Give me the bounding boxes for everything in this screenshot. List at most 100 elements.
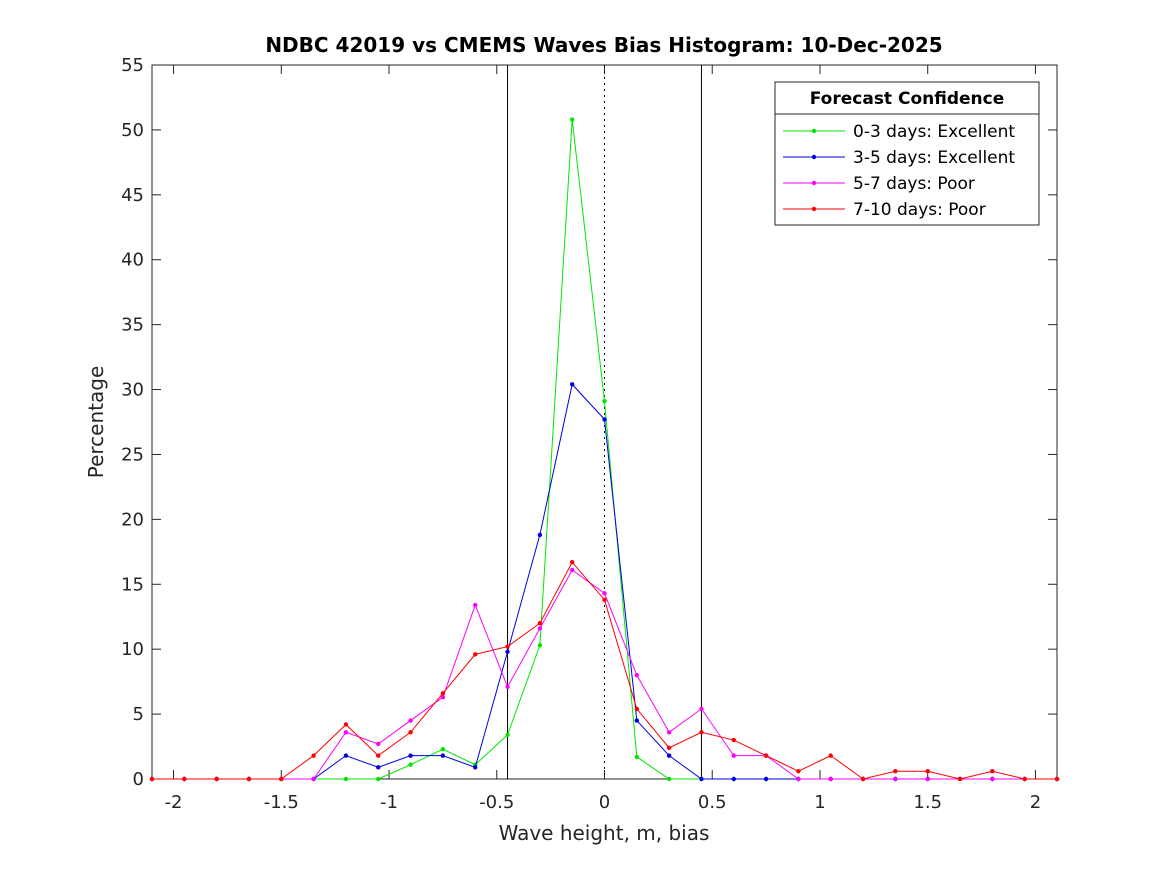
series-4-point — [408, 730, 413, 735]
series-2-point — [505, 649, 510, 654]
y-tick-label: 25 — [121, 444, 144, 465]
series-4-point — [699, 730, 704, 735]
series-4-point — [893, 769, 898, 774]
series-4-point — [860, 776, 866, 782]
series-4-point — [602, 597, 607, 603]
y-tick-label: 5 — [133, 704, 144, 725]
series-4-point — [343, 722, 349, 727]
series-4-point — [279, 776, 284, 782]
x-tick-label: 1 — [814, 792, 825, 813]
x-tick-label: 2 — [1030, 792, 1041, 813]
series-3-point — [408, 718, 413, 723]
series-4-point — [925, 769, 930, 774]
y-tick-label: 45 — [121, 185, 144, 206]
y-tick-label: 55 — [121, 55, 144, 76]
series-3-point — [796, 776, 801, 782]
series-2-point — [408, 753, 413, 758]
series-3-point — [473, 602, 478, 608]
legend-label-3: 5-7 days: Poor — [853, 174, 975, 194]
y-tick-label: 10 — [121, 639, 144, 660]
legend-marker-3 — [811, 180, 817, 186]
y-tick-label: 20 — [121, 509, 144, 530]
series-4-point — [376, 753, 381, 758]
legend-marker-1 — [811, 128, 817, 134]
series-4-point — [957, 776, 963, 782]
series-1-point — [569, 117, 575, 122]
legend-label-4: 7-10 days: Poor — [853, 200, 986, 220]
series-2-point — [666, 753, 672, 758]
series-4-point — [246, 776, 252, 782]
series-4-point — [990, 769, 995, 774]
legend-label-1: 0-3 days: Excellent — [853, 122, 1015, 142]
series-3-point — [569, 567, 575, 573]
x-tick-label: -1.5 — [264, 792, 299, 813]
chart-title: NDBC 42019 vs CMEMS Waves Bias Histogram… — [265, 33, 942, 57]
x-tick-label: -0.5 — [479, 792, 514, 813]
series-2-point — [376, 765, 381, 770]
series-3-point — [990, 776, 995, 782]
series-2-point — [343, 753, 349, 758]
series-3-point — [311, 776, 316, 782]
series-3-point — [666, 730, 672, 735]
series-2-point — [537, 532, 543, 538]
x-tick-label: 0.5 — [698, 792, 727, 813]
legend-box — [774, 81, 1040, 226]
series-1-point — [408, 762, 413, 767]
legend-entries: 0-3 days: Excellent 3-5 days: Excellent 5-… — [783, 122, 1015, 220]
legend-label-2: 3-5 days: Excellent — [853, 148, 1015, 168]
legend-title: Forecast Confidence — [810, 89, 1005, 109]
series-4-point — [182, 776, 187, 782]
series-2-point — [602, 417, 607, 422]
series-1-point — [537, 643, 543, 648]
series-3-point — [925, 776, 930, 782]
series-2-point — [763, 776, 769, 782]
series-4-point — [1022, 776, 1027, 782]
series-4-point — [505, 644, 510, 649]
x-tick-label: 1.5 — [913, 792, 942, 813]
y-axis-label: Percentage — [84, 366, 108, 479]
series-1-point — [440, 746, 446, 752]
series-4-point — [1054, 776, 1060, 782]
series-4-point — [537, 621, 543, 626]
y-tick-label: 15 — [121, 574, 144, 595]
series-3-point — [828, 776, 833, 782]
series-3-point — [376, 741, 381, 747]
series-4-point — [214, 776, 219, 782]
legend-marker-2 — [811, 154, 817, 160]
y-tick-label: 0 — [133, 769, 144, 790]
series-4-point — [569, 560, 575, 565]
series-3-point — [893, 776, 898, 782]
series-3-point — [602, 591, 607, 596]
series-1-point — [343, 776, 349, 782]
x-tick-label: -1 — [380, 792, 398, 813]
series-2-point — [731, 776, 736, 782]
series-3-point — [343, 730, 349, 735]
y-tick-label: 50 — [121, 120, 144, 141]
series-4-point — [731, 737, 736, 743]
series-4-point — [634, 706, 640, 712]
series-4-point — [473, 652, 478, 657]
y-tick-label: 40 — [121, 250, 144, 271]
series-3-point — [699, 706, 704, 712]
series-1-point — [666, 776, 672, 782]
series-4-point — [311, 753, 316, 758]
series-4-point — [763, 753, 769, 758]
series-2-point — [440, 753, 446, 758]
series-2-point — [699, 776, 704, 782]
series-3-point — [440, 695, 446, 700]
series-2-point — [473, 765, 478, 770]
series-4-point — [149, 776, 155, 782]
series-1-point — [376, 776, 381, 782]
legend-marker-4 — [811, 206, 817, 212]
y-tick-label: 35 — [121, 315, 144, 336]
series-4-point — [828, 753, 833, 758]
series-4-point — [666, 745, 672, 751]
series-3-point — [731, 753, 736, 758]
series-3-point — [505, 684, 510, 690]
series-1-point — [602, 399, 607, 404]
series-3-point — [537, 626, 543, 631]
series-3-point — [634, 672, 640, 678]
series-4-point — [440, 691, 446, 696]
